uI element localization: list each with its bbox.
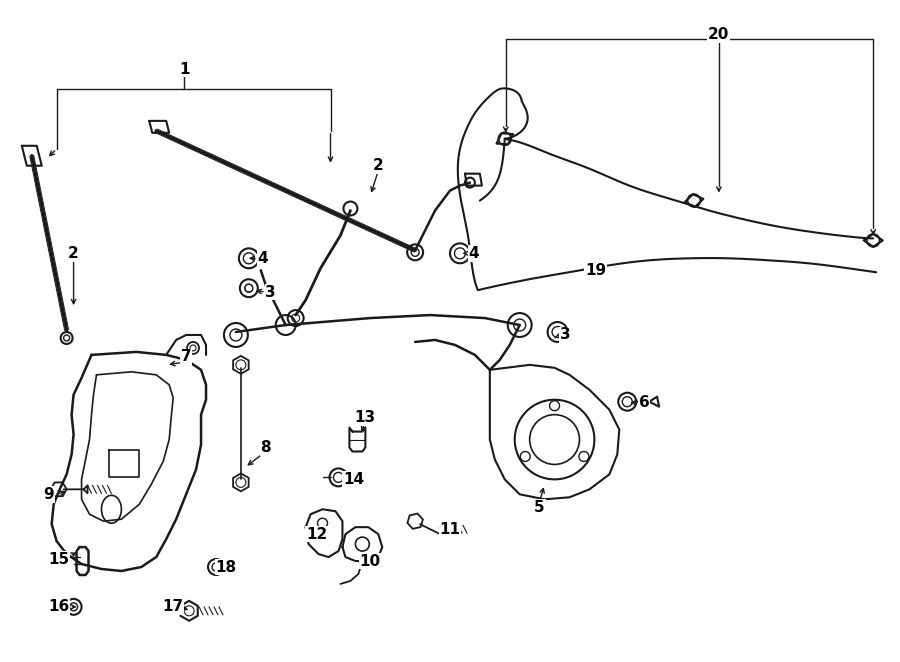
Text: 20: 20 [708, 26, 730, 42]
Text: 14: 14 [343, 472, 364, 487]
Text: 1: 1 [179, 62, 189, 77]
Text: 13: 13 [355, 410, 376, 425]
Text: 8: 8 [260, 440, 271, 455]
Text: 17: 17 [163, 599, 184, 614]
Text: 15: 15 [48, 551, 69, 567]
Text: 11: 11 [439, 522, 461, 537]
Text: 16: 16 [48, 599, 69, 614]
Text: 2: 2 [68, 246, 79, 261]
Text: 9: 9 [43, 487, 54, 502]
Text: 2: 2 [373, 158, 383, 173]
Text: 19: 19 [585, 263, 606, 278]
Text: 3: 3 [266, 285, 276, 300]
Text: 10: 10 [360, 553, 381, 569]
Text: 5: 5 [535, 500, 544, 515]
Text: 4: 4 [469, 246, 479, 261]
Text: 4: 4 [257, 251, 268, 266]
Text: 7: 7 [181, 350, 192, 364]
Text: 3: 3 [560, 328, 571, 342]
Text: 12: 12 [306, 527, 328, 542]
Text: 18: 18 [215, 559, 237, 575]
Text: 6: 6 [639, 395, 650, 410]
